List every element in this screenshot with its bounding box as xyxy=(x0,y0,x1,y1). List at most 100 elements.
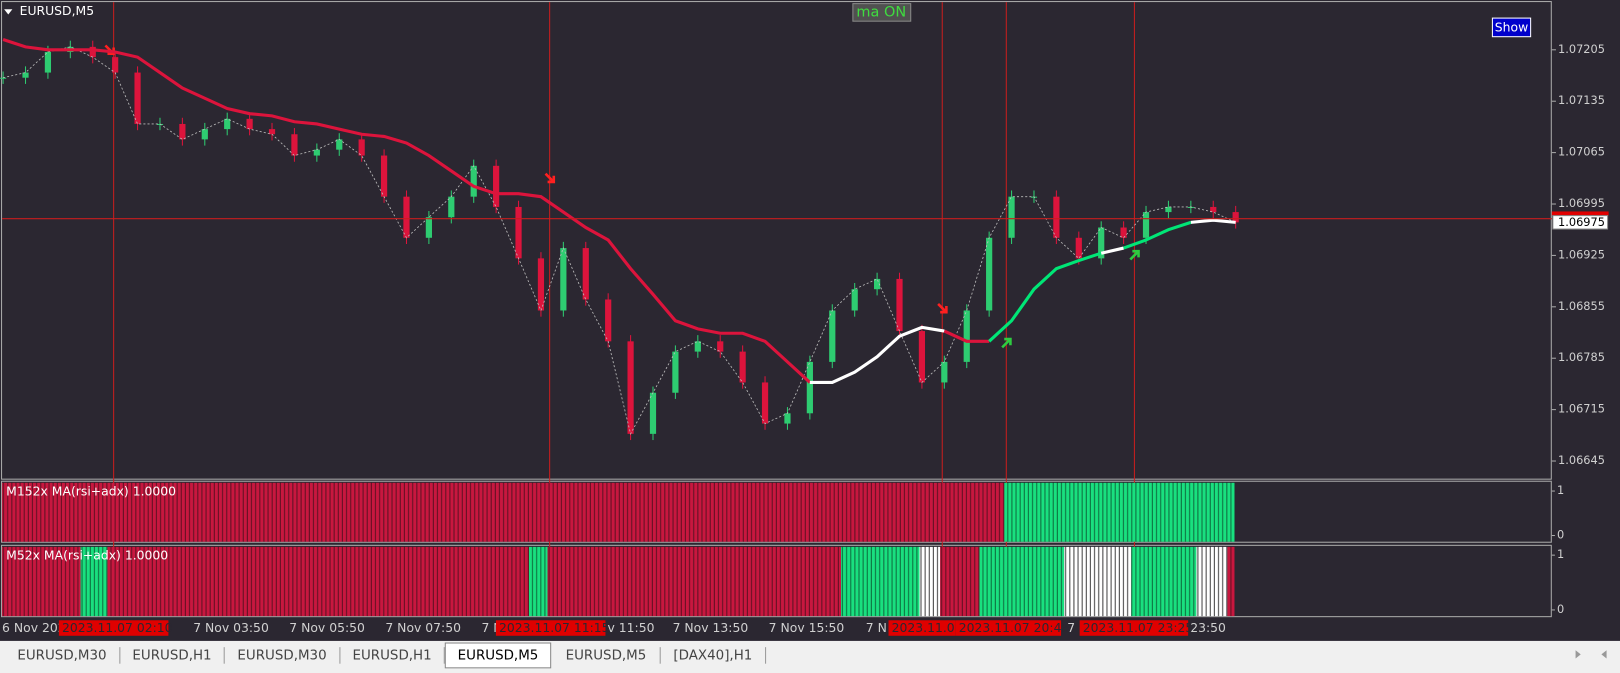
menu-arrow[interactable] xyxy=(4,9,13,15)
tab[interactable]: EURUSD,M5 xyxy=(458,648,539,663)
panel-frame xyxy=(1,544,1552,618)
tab[interactable]: [DAX40],H1 xyxy=(673,648,752,663)
y-tick-label: 1.07065 xyxy=(1558,145,1605,159)
candle xyxy=(156,123,164,125)
y-tick-label: 1.06855 xyxy=(1558,299,1605,313)
indicator-bars xyxy=(107,546,529,617)
y-tick-label: 0 xyxy=(1557,602,1564,616)
time-label: v 11:50 xyxy=(608,620,655,635)
indicator-bars xyxy=(1196,546,1228,617)
candle xyxy=(134,72,141,124)
show-button-text[interactable]: Show xyxy=(1495,19,1528,34)
candle xyxy=(403,196,410,238)
ma-line xyxy=(1190,218,1236,224)
buy-arrow xyxy=(1001,337,1012,349)
indicator-bars xyxy=(547,546,841,617)
ma-line xyxy=(2,38,811,384)
y-tick-label: 1.06645 xyxy=(1558,453,1605,467)
indicator-bars xyxy=(80,546,108,617)
candle xyxy=(694,341,701,352)
candle xyxy=(1008,196,1015,238)
candle xyxy=(179,123,186,140)
show-button[interactable] xyxy=(1491,17,1532,38)
candle xyxy=(582,248,589,300)
tab-active[interactable] xyxy=(444,642,552,669)
time-marker-box xyxy=(58,620,169,636)
candle xyxy=(201,129,208,140)
candle xyxy=(717,341,724,352)
ma-line xyxy=(1100,246,1124,255)
indicator-bars xyxy=(919,546,941,617)
indicator-bars xyxy=(2,546,81,617)
candle xyxy=(896,278,903,332)
time-label: 7 Nov 05:50 xyxy=(289,620,365,635)
indicator-label: M52x MA(rsi+adx) 1.0000 xyxy=(6,548,168,563)
ma-line xyxy=(809,325,945,385)
candle xyxy=(1142,212,1150,238)
y-tick-label: 1.06785 xyxy=(1558,350,1605,364)
panel-frame xyxy=(1,480,1552,543)
candle xyxy=(515,206,522,259)
candle xyxy=(1232,212,1239,223)
indicator-bars xyxy=(979,546,1065,617)
candle xyxy=(806,361,813,414)
time-marker: 2023.11.07 20:45 xyxy=(959,620,1070,635)
candle xyxy=(224,118,231,130)
candle xyxy=(986,237,993,311)
indicator-bars xyxy=(840,546,920,617)
candle xyxy=(1165,206,1172,213)
candle xyxy=(1075,237,1082,259)
candle xyxy=(470,165,477,197)
tab[interactable]: EURUSD,H1 xyxy=(132,648,211,663)
candle xyxy=(649,392,657,434)
y-tick-label: 0 xyxy=(1557,528,1564,542)
candle xyxy=(291,134,298,156)
candle xyxy=(873,278,881,290)
candle xyxy=(0,77,7,79)
tab[interactable]: EURUSD,M5 xyxy=(566,648,647,663)
tab[interactable]: EURUSD,M30 xyxy=(17,648,106,663)
time-label: 7 Nov 13:50 xyxy=(673,620,749,635)
candle xyxy=(941,361,948,383)
price-marker xyxy=(1551,211,1609,216)
time-marker-box xyxy=(1079,620,1189,636)
indicator-bars xyxy=(1227,546,1235,617)
indicator-bars xyxy=(2,482,1005,542)
candle xyxy=(336,139,343,150)
time-label: 6 Nov 202 xyxy=(2,620,66,635)
indicator-bars xyxy=(528,546,548,617)
candle xyxy=(784,413,791,424)
buy-arrow xyxy=(1129,249,1140,261)
time-label: 7 Nov 07:50 xyxy=(385,620,461,635)
time-marker-box xyxy=(495,620,606,636)
ma-line xyxy=(988,251,1102,343)
time-label: 7 Nov 03:50 xyxy=(193,620,269,635)
indicator-label: M152x MA(rsi+adx) 1.0000 xyxy=(6,484,176,499)
tab[interactable]: EURUSD,M30 xyxy=(237,648,326,663)
price-label-box xyxy=(1552,215,1609,230)
indicator-bars xyxy=(1064,546,1132,617)
time-marker-box xyxy=(888,620,956,636)
y-tick-label: 1.07135 xyxy=(1558,93,1605,107)
ma-button[interactable] xyxy=(852,3,912,22)
y-tick-label: 1 xyxy=(1557,483,1564,497)
time-marker: 2023.11.07 02:10 xyxy=(62,620,173,635)
time-marker: 2023.11.0 xyxy=(892,620,955,635)
candle xyxy=(44,52,52,73)
tab-bar xyxy=(0,640,1620,673)
ma-line xyxy=(943,329,990,343)
price-label: 1.06975 xyxy=(1558,215,1605,229)
candle xyxy=(246,118,253,130)
tab[interactable]: EURUSD,H1 xyxy=(352,648,431,663)
candle xyxy=(493,165,500,207)
y-tick-label: 1.06925 xyxy=(1558,247,1605,261)
candle xyxy=(448,196,455,218)
ma-button-text[interactable]: ma ON xyxy=(856,4,906,20)
time-label: 23:50 xyxy=(1190,620,1226,635)
candle xyxy=(1120,227,1127,238)
candle xyxy=(963,310,970,362)
signal-arrows xyxy=(104,44,1140,349)
candle xyxy=(112,57,119,73)
candle xyxy=(1210,206,1217,213)
